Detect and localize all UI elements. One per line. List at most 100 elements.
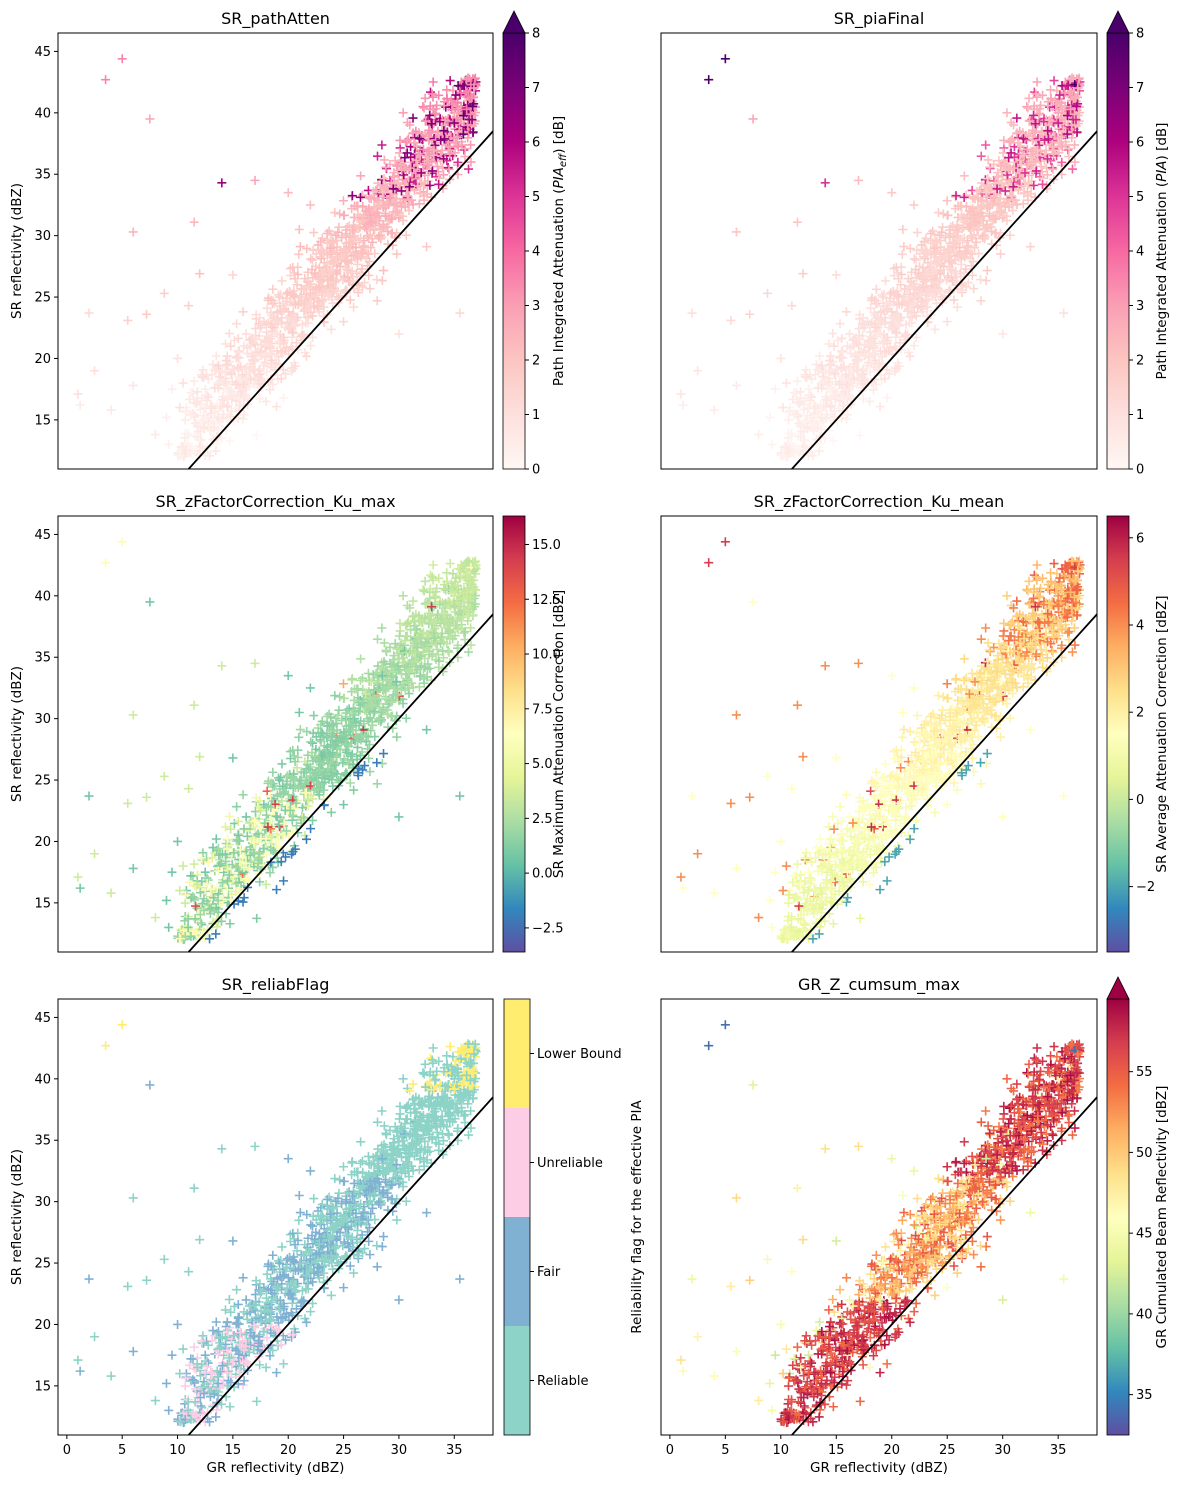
data-point (142, 309, 152, 319)
data-point (425, 570, 435, 580)
data-point (1042, 653, 1052, 663)
data-point (794, 444, 804, 454)
data-point (423, 160, 433, 170)
data-point (837, 333, 847, 343)
data-point (815, 351, 825, 361)
data-point (189, 700, 199, 710)
data-point (334, 705, 344, 715)
data-point (231, 863, 241, 873)
data-point (128, 227, 138, 237)
data-point (258, 844, 268, 854)
data-point (217, 433, 227, 443)
data-point (84, 791, 94, 801)
data-point (288, 364, 298, 374)
data-point (828, 329, 838, 339)
data-point (209, 423, 219, 433)
data-point (1074, 73, 1084, 83)
data-point (932, 259, 942, 269)
data-point (334, 222, 344, 232)
data-point (326, 768, 336, 778)
data-point (1029, 110, 1039, 120)
data-point (1072, 127, 1082, 137)
data-point (249, 366, 259, 376)
data-point (467, 598, 477, 608)
data-point (821, 395, 831, 405)
data-point (976, 208, 986, 218)
data-point (397, 669, 406, 679)
data-point (311, 283, 321, 293)
data-point (268, 379, 278, 389)
data-point (266, 331, 276, 341)
data-point (942, 679, 952, 689)
data-point (949, 268, 959, 278)
data-point (370, 706, 380, 716)
data-point (859, 351, 869, 361)
data-point (1038, 90, 1048, 100)
data-point (921, 296, 931, 306)
data-point (283, 790, 293, 800)
data-point (1057, 640, 1067, 650)
data-point (448, 582, 458, 592)
data-point (425, 101, 435, 111)
data-point (357, 264, 367, 274)
data-point (441, 598, 451, 608)
data-point (332, 769, 342, 779)
data-point (468, 584, 478, 594)
data-point (288, 745, 298, 755)
data-point (899, 242, 909, 252)
data-point (905, 727, 915, 737)
data-point (364, 702, 374, 712)
data-point (439, 609, 449, 619)
data-point (357, 673, 367, 683)
data-point (342, 264, 352, 274)
y-tick-label: 15 (34, 896, 51, 911)
data-point (238, 307, 248, 317)
colorbar-tick-label: 1 (1136, 408, 1144, 423)
data-point (429, 617, 439, 627)
data-point (425, 87, 435, 97)
data-point (326, 243, 336, 253)
data-point (870, 331, 880, 341)
data-point (441, 102, 451, 112)
data-point (290, 757, 300, 767)
data-point (288, 300, 298, 310)
data-point (916, 297, 926, 307)
data-point (272, 885, 282, 895)
data-point (1036, 161, 1046, 171)
data-point (982, 266, 992, 276)
data-point (208, 893, 218, 903)
data-point (101, 558, 111, 568)
data-point (1065, 75, 1075, 85)
data-point (967, 219, 977, 229)
data-point (1013, 138, 1023, 148)
data-point (981, 140, 991, 150)
data-point (871, 284, 881, 294)
data-point (982, 182, 992, 192)
data-point (309, 785, 319, 795)
data-point (233, 353, 243, 363)
data-point (984, 200, 994, 210)
data-point (976, 275, 986, 285)
data-point (106, 888, 116, 898)
data-point (1004, 153, 1014, 163)
data-point (1071, 81, 1081, 91)
data-point (176, 934, 186, 944)
data-point (920, 254, 930, 264)
data-point (302, 244, 312, 254)
data-point (455, 308, 465, 318)
data-point (802, 422, 812, 432)
data-point (331, 253, 341, 263)
data-point (241, 391, 251, 401)
data-point (788, 394, 798, 404)
data-point (223, 382, 233, 392)
data-point (853, 658, 863, 668)
data-point (164, 922, 174, 932)
data-point (283, 671, 293, 681)
data-point (207, 853, 217, 863)
data-point (372, 779, 382, 789)
data-point (1006, 191, 1016, 201)
data-point (935, 230, 945, 240)
data-point (358, 215, 368, 225)
data-point (233, 333, 243, 343)
colorbar-tick-label: 5.0 (532, 757, 553, 772)
